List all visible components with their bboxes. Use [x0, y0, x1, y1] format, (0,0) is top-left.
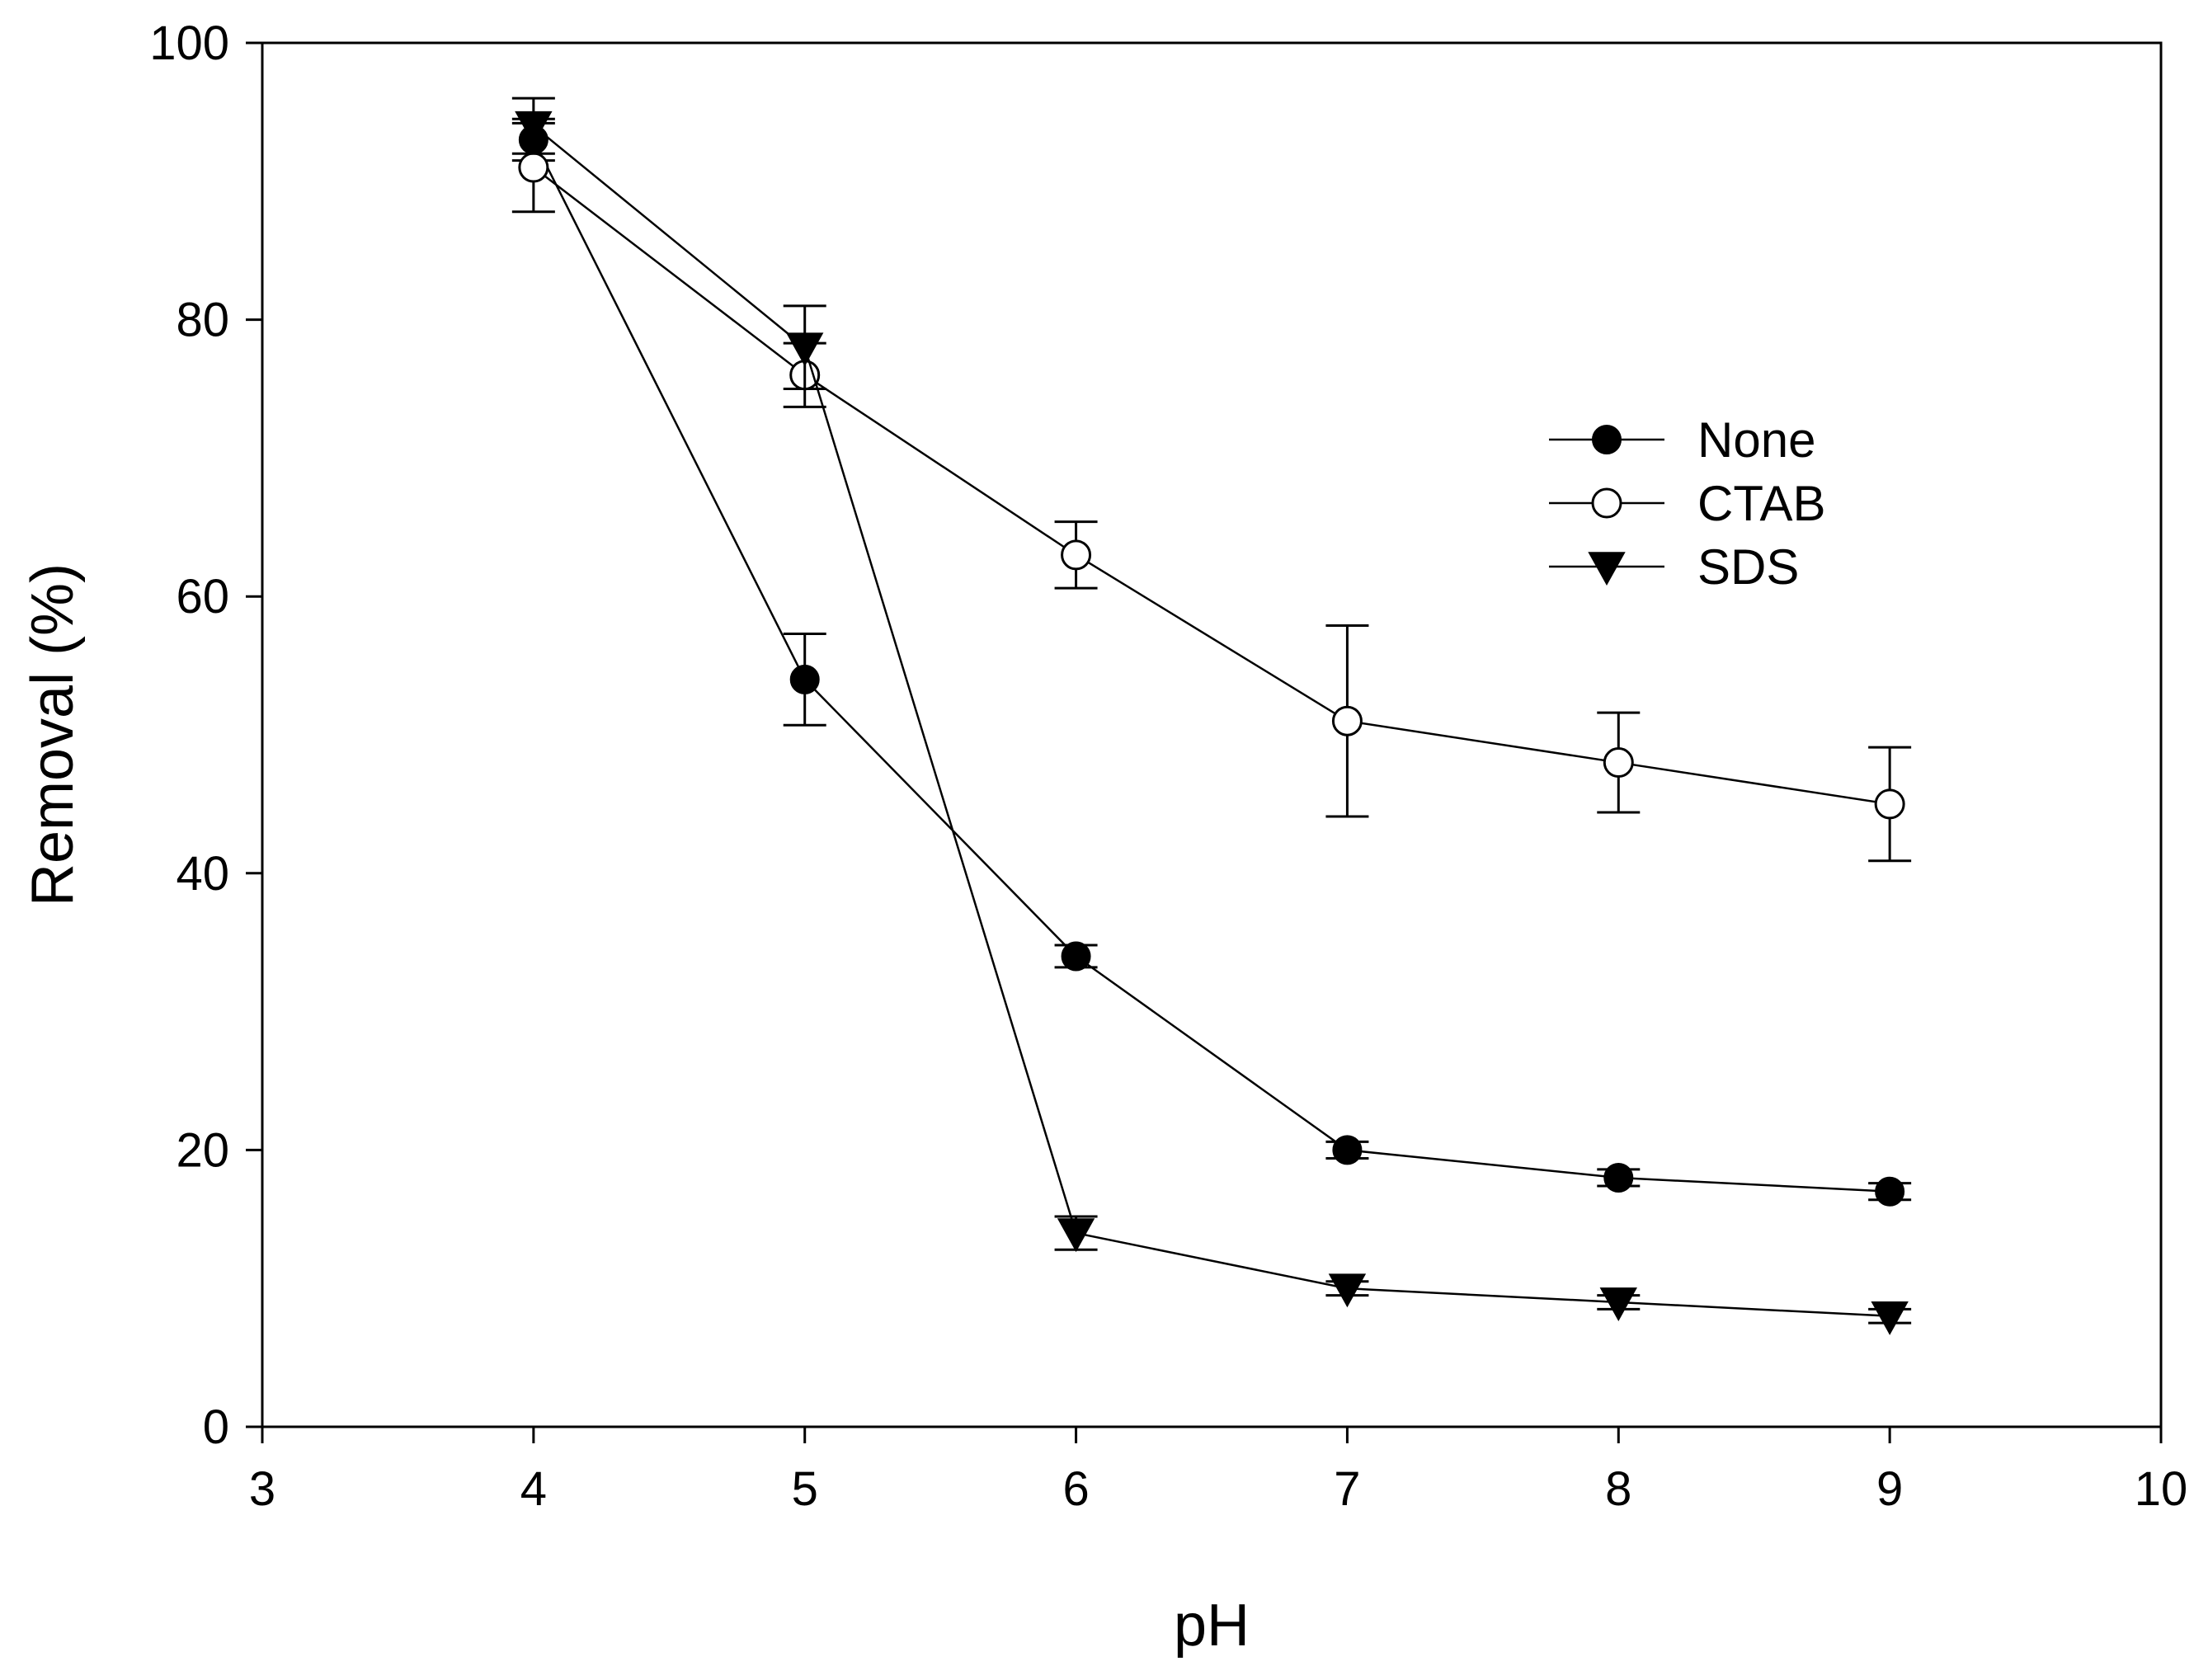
legend-label-none: None	[1697, 412, 1815, 468]
y-tick-label: 60	[176, 570, 229, 624]
legend-marker-none	[1592, 425, 1622, 454]
series-line-sds	[533, 125, 1890, 1318]
x-tick-label: 8	[1605, 1462, 1631, 1516]
plot-frame	[261, 41, 2163, 1428]
data-point-sds	[1871, 1301, 1909, 1335]
legend-item-ctab: CTAB	[1549, 476, 1826, 531]
data-point-none	[1332, 1135, 1363, 1165]
data-point-ctab	[1331, 705, 1363, 736]
x-tick-label: 9	[1876, 1462, 1903, 1516]
x-axis-title: pH	[1174, 1593, 1250, 1659]
data-point-ctab	[518, 152, 549, 183]
legend-item-none: None	[1549, 412, 1815, 468]
x-tick-label: 3	[249, 1462, 275, 1516]
data-point-none	[1875, 1176, 1905, 1207]
data-point-none	[1603, 1162, 1634, 1193]
legend-marker-ctab	[1591, 487, 1622, 519]
legend-item-sds: SDS	[1549, 539, 1799, 595]
legend: None CTAB SDS	[1549, 412, 1826, 595]
y-tick-label: 20	[176, 1123, 229, 1177]
data-point-sds	[515, 111, 553, 145]
data-point-ctab	[1874, 788, 1905, 820]
data-point-none	[789, 664, 820, 694]
series-none	[511, 117, 1912, 1207]
data-point-sds	[1057, 1218, 1095, 1253]
y-tick-label: 100	[149, 16, 229, 70]
series-line-none	[532, 139, 1890, 1193]
data-point-ctab	[1061, 539, 1092, 571]
y-tick-label: 0	[203, 1400, 229, 1454]
series-line-ctab	[533, 167, 1890, 806]
legend-label-sds: SDS	[1697, 539, 1799, 595]
data-point-ctab	[1603, 747, 1634, 779]
y-tick-label: 80	[176, 294, 229, 347]
x-tick-label: 10	[2135, 1462, 2188, 1516]
y-axis-title: Removal (%)	[20, 563, 86, 906]
legend-marker-sds	[1588, 552, 1626, 586]
series-layer	[511, 96, 1912, 1335]
x-tick-label: 6	[1062, 1462, 1089, 1516]
series-sds	[511, 96, 1912, 1335]
x-tick-label: 7	[1334, 1462, 1360, 1516]
series-ctab	[511, 121, 1912, 863]
x-tick-label: 4	[520, 1462, 547, 1516]
data-point-sds	[786, 332, 824, 367]
data-point-sds	[1328, 1273, 1367, 1308]
x-tick-label: 5	[792, 1462, 818, 1516]
legend-label-ctab: CTAB	[1697, 476, 1826, 531]
data-point-none	[1061, 941, 1091, 972]
data-point-sds	[1599, 1287, 1637, 1322]
y-tick-label: 40	[176, 847, 229, 901]
